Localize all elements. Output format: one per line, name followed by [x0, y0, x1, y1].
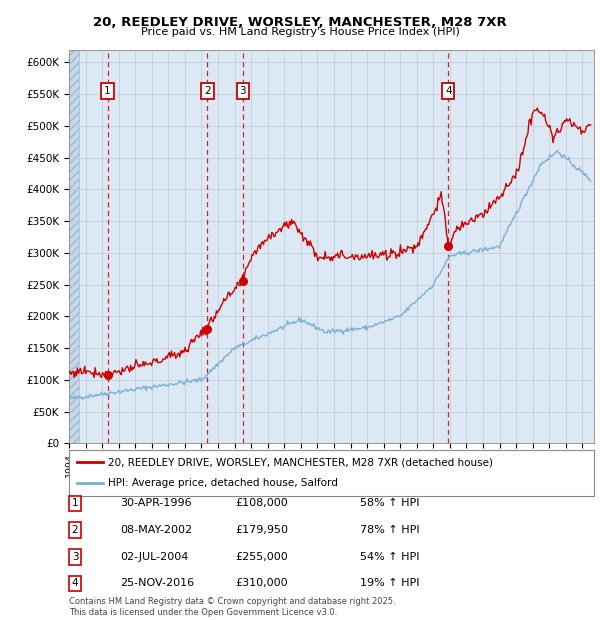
- Text: 08-MAY-2002: 08-MAY-2002: [120, 525, 192, 535]
- Text: 2: 2: [204, 86, 211, 96]
- Text: 2: 2: [71, 525, 79, 535]
- Text: 20, REEDLEY DRIVE, WORSLEY, MANCHESTER, M28 7XR (detached house): 20, REEDLEY DRIVE, WORSLEY, MANCHESTER, …: [109, 457, 493, 467]
- Text: Contains HM Land Registry data © Crown copyright and database right 2025.
This d: Contains HM Land Registry data © Crown c…: [69, 598, 395, 617]
- Text: 58% ↑ HPI: 58% ↑ HPI: [360, 498, 419, 508]
- Text: 78% ↑ HPI: 78% ↑ HPI: [360, 525, 419, 535]
- Text: 4: 4: [71, 578, 79, 588]
- Text: £255,000: £255,000: [235, 552, 288, 562]
- Text: £310,000: £310,000: [235, 578, 288, 588]
- Text: 54% ↑ HPI: 54% ↑ HPI: [360, 552, 419, 562]
- Text: Price paid vs. HM Land Registry's House Price Index (HPI): Price paid vs. HM Land Registry's House …: [140, 27, 460, 37]
- Bar: [69, 50, 79, 443]
- Text: HPI: Average price, detached house, Salford: HPI: Average price, detached house, Salf…: [109, 479, 338, 489]
- Text: 4: 4: [445, 86, 452, 96]
- Text: 1: 1: [104, 86, 111, 96]
- Text: 20, REEDLEY DRIVE, WORSLEY, MANCHESTER, M28 7XR: 20, REEDLEY DRIVE, WORSLEY, MANCHESTER, …: [93, 16, 507, 29]
- Text: 3: 3: [71, 552, 79, 562]
- Text: 02-JUL-2004: 02-JUL-2004: [120, 552, 188, 562]
- Text: 19% ↑ HPI: 19% ↑ HPI: [360, 578, 419, 588]
- Text: £108,000: £108,000: [235, 498, 288, 508]
- Text: £179,950: £179,950: [235, 525, 288, 535]
- Text: 25-NOV-2016: 25-NOV-2016: [120, 578, 194, 588]
- Text: 30-APR-1996: 30-APR-1996: [120, 498, 191, 508]
- Text: 3: 3: [239, 86, 246, 96]
- Text: 1: 1: [71, 498, 79, 508]
